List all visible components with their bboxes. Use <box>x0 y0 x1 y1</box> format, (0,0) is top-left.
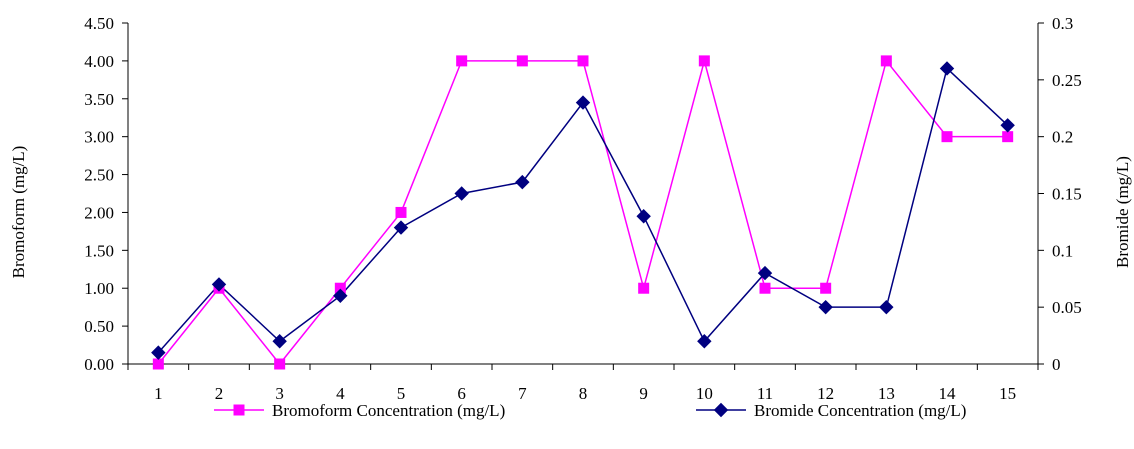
x-tick-label: 15 <box>999 384 1016 403</box>
x-tick-label: 5 <box>397 384 406 403</box>
bromide-point <box>454 186 469 201</box>
bromide-point <box>151 345 166 360</box>
bromoform-point <box>941 131 953 143</box>
y-right-tick-label: 0.25 <box>1052 71 1082 90</box>
bromide-point <box>211 277 227 292</box>
bromoform-point <box>638 282 650 294</box>
bromide-point <box>879 299 894 315</box>
y-left-axis-title: Bromoform (mg/L) <box>9 146 28 279</box>
bromide-point <box>818 299 833 315</box>
bromide-point <box>333 288 348 304</box>
bromide-point <box>393 220 409 235</box>
x-tick-label: 11 <box>757 384 773 403</box>
x-tick-label: 9 <box>639 384 648 403</box>
x-tick-label: 12 <box>817 384 834 403</box>
y-left-tick-label: 1.50 <box>84 241 114 260</box>
y-left-tick-label: 2.50 <box>84 166 114 185</box>
y-left-tick-label: 0.50 <box>84 317 114 336</box>
y-right-tick-label: 0 <box>1052 355 1061 374</box>
x-tick-label: 6 <box>457 384 466 403</box>
y-right-tick-label: 0.3 <box>1052 14 1073 33</box>
y-left-tick-label: 2.00 <box>84 203 114 222</box>
y-right-tick-label: 0.2 <box>1052 128 1073 147</box>
bromoform-point <box>152 358 164 370</box>
bromoform-point <box>759 282 771 294</box>
axes: 0.00 0.50 1.00 1.50 2.00 2.50 3.00 3.50 4.00 4.50… <box>84 14 1082 403</box>
bromide-point <box>515 174 530 190</box>
x-tick-label: 8 <box>579 384 588 403</box>
y-left-tick-label: 0.00 <box>84 355 114 374</box>
bromide-point <box>575 95 591 110</box>
y-left-tick-label: 3.50 <box>84 90 114 109</box>
bromoform-point <box>1002 131 1014 143</box>
y-right-axis-title: Bromide (mg/L) <box>1113 156 1132 268</box>
bromoform-point <box>516 55 528 67</box>
bromoform-point <box>274 358 286 370</box>
bromide-point <box>636 209 651 224</box>
legend: Bromoform Concentration (mg/L) Bromide Co… <box>214 401 966 420</box>
series-line-bromide <box>157 67 1009 354</box>
y-left-tick-label: 4.00 <box>84 52 114 71</box>
bromoform-point <box>698 55 710 67</box>
bromide-point <box>757 265 773 281</box>
x-tick-label: 10 <box>696 384 713 403</box>
y-left-tick-label: 4.50 <box>84 14 114 33</box>
x-tick-label: 1 <box>154 384 163 403</box>
x-tick-label: 7 <box>518 384 527 403</box>
x-tick-label: 4 <box>336 384 345 403</box>
bromide-point <box>939 61 955 76</box>
bromoform-point <box>820 282 832 294</box>
series-markers <box>151 55 1015 370</box>
x-tick-label: 3 <box>275 384 284 403</box>
y-right-tick-label: 0.1 <box>1052 241 1073 260</box>
bromoform-point <box>577 55 589 67</box>
legend-label: Bromoform Concentration (mg/L) <box>272 401 505 420</box>
legend-label: Bromide Concentration (mg/L) <box>754 401 966 420</box>
y-right-tick-label: 0.15 <box>1052 185 1082 204</box>
y-left-tick-label: 1.00 <box>84 279 114 298</box>
x-tick-label: 13 <box>878 384 895 403</box>
bromide-point <box>697 334 712 349</box>
x-tick-label: 2 <box>215 384 224 403</box>
y-right-tick-label: 0.05 <box>1052 298 1082 317</box>
x-tick-label: 14 <box>939 384 957 403</box>
bromoform-point <box>395 206 407 218</box>
bromoform-point <box>456 55 468 67</box>
legend-marker <box>233 404 245 416</box>
bromoform-point <box>880 55 892 67</box>
bromide-point <box>272 334 287 349</box>
bromide-point <box>1000 118 1015 133</box>
y-left-tick-label: 3.00 <box>84 128 114 147</box>
legend-marker <box>713 402 729 418</box>
